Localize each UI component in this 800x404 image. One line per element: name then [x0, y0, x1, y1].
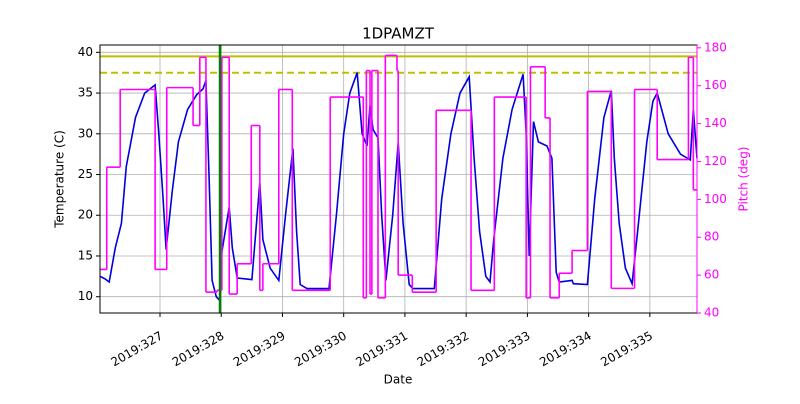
y-tick-label: 35 — [78, 86, 93, 100]
y2-tick-label: 80 — [704, 230, 719, 244]
y-tick-label: 25 — [78, 167, 93, 181]
y2-tick-label: 160 — [704, 78, 727, 92]
y2-tick-label: 180 — [704, 40, 727, 54]
y2-tick-label: 40 — [704, 306, 719, 320]
y2-axis-label: Pitch (deg) — [737, 146, 751, 211]
y-axis-label: Temperature (C) — [53, 130, 67, 229]
y-tick-label: 30 — [78, 126, 93, 140]
y-tick-label: 40 — [78, 45, 93, 59]
y-tick-label: 15 — [78, 248, 93, 262]
chart-title: 1DPAMZT — [362, 25, 435, 43]
data-line — [99, 72, 698, 303]
y-tick-label: 10 — [78, 289, 93, 303]
y-tick-label: 20 — [78, 208, 93, 222]
x-axis-label: Date — [384, 373, 413, 387]
y2-tick-label: 60 — [704, 268, 719, 282]
y2-tick-label: 100 — [704, 192, 727, 206]
y2-tick-label: 120 — [704, 154, 727, 168]
y2-tick-label: 140 — [704, 116, 727, 130]
